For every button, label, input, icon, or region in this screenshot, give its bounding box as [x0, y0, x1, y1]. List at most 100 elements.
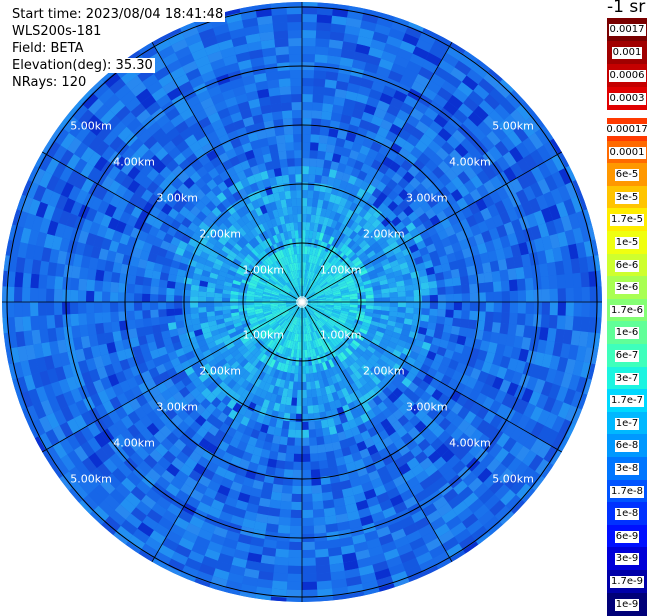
- range-gate: [462, 293, 470, 302]
- range-gate: [500, 323, 509, 335]
- range-gate: [302, 38, 316, 46]
- range-gate: [293, 382, 298, 390]
- range-gate: [46, 289, 54, 302]
- colorbar-segment: 6e-7: [607, 344, 647, 367]
- range-gate: [288, 558, 302, 566]
- range-gate: [111, 272, 120, 283]
- range-gate: [398, 291, 406, 297]
- range-gate: [135, 319, 144, 329]
- range-gate: [460, 319, 469, 329]
- range-gate: [270, 95, 282, 104]
- range-gate: [310, 461, 319, 470]
- range-gate: [298, 222, 302, 230]
- colorbar-segment: 1e-5: [607, 231, 647, 254]
- range-gate: [526, 290, 534, 302]
- range-gate: [510, 302, 518, 313]
- range-gate: [318, 452, 327, 461]
- range-gate: [421, 308, 430, 315]
- range-gate: [316, 22, 331, 31]
- range-gate: [316, 159, 324, 168]
- range-gate: [302, 70, 314, 78]
- range-gate: [470, 293, 478, 302]
- range-gate: [95, 270, 104, 282]
- range-gate: [275, 549, 289, 558]
- range-gate: [317, 581, 332, 590]
- range-gate: [302, 526, 314, 534]
- range-gate: [144, 326, 153, 336]
- range-gate: [312, 102, 323, 111]
- range-gate: [459, 327, 468, 337]
- range-gate: [274, 565, 289, 574]
- range-label: 1.00km: [243, 264, 285, 277]
- range-gate: [54, 302, 62, 315]
- range-gate: [278, 151, 287, 160]
- range-gate: [110, 292, 118, 302]
- range-gate: [167, 315, 176, 323]
- range-gate: [290, 405, 296, 413]
- colorbar-segment: 0.00017: [607, 118, 647, 141]
- range-gate: [150, 294, 158, 302]
- range-gate: [312, 485, 323, 494]
- field-label: Field: BETA: [12, 41, 85, 56]
- range-gate: [288, 429, 296, 438]
- range-gate: [549, 315, 558, 329]
- range-gate: [485, 312, 494, 323]
- range-gate: [297, 382, 302, 390]
- range-gate: [150, 286, 159, 294]
- range-gate: [274, 557, 288, 566]
- range-gate: [279, 78, 291, 87]
- range-gate: [328, 466, 338, 476]
- range-gate: [269, 144, 279, 153]
- range-gate: [272, 111, 283, 120]
- range-gate: [406, 296, 414, 302]
- range-gate: [309, 437, 317, 446]
- range-gate: [445, 286, 454, 294]
- range-gate: [438, 295, 446, 303]
- colorbar-label: 1.7e-8: [610, 486, 644, 498]
- range-label: 5.00km: [492, 120, 534, 133]
- range-gate: [280, 501, 291, 510]
- range-gate: [299, 246, 302, 254]
- colorbar-segment: 1.7e-6: [607, 299, 647, 322]
- range-gate: [302, 494, 313, 502]
- range-gate: [2, 286, 6, 302]
- range-gate: [326, 451, 336, 460]
- range-gate: [493, 312, 502, 323]
- range-gate: [296, 190, 302, 198]
- range-gate: [289, 550, 302, 558]
- range-gate: [266, 71, 279, 81]
- range-gate: [102, 292, 110, 303]
- range-gate: [151, 278, 160, 287]
- range-label: 4.00km: [113, 156, 155, 169]
- range-gate: [310, 134, 319, 143]
- range-gate: [136, 267, 145, 277]
- range-gate: [246, 299, 254, 302]
- range-gate: [312, 493, 323, 502]
- range-gate: [466, 265, 476, 275]
- range-gate: [22, 287, 30, 302]
- range-gate: [320, 468, 330, 477]
- range-gate: [54, 276, 63, 289]
- range-gate: [295, 430, 302, 438]
- range-gate: [302, 214, 307, 222]
- range-gate: [292, 486, 302, 494]
- range-gate: [158, 287, 167, 295]
- range-gate: [214, 306, 222, 311]
- range-label: 1.00km: [243, 328, 285, 341]
- range-gate: [290, 182, 297, 190]
- range-gate: [446, 302, 454, 310]
- range-gate: [302, 222, 306, 230]
- range-gate: [307, 398, 313, 406]
- colorbar-label: 1e-9: [615, 599, 640, 611]
- range-gate: [468, 275, 477, 285]
- range-gate: [159, 280, 168, 288]
- range-gate: [558, 302, 566, 316]
- range-gate: [238, 302, 246, 305]
- range-gate: [316, 565, 331, 574]
- range-gate: [134, 293, 142, 302]
- range-gate: [308, 182, 315, 190]
- instrument-label: WLS200s-181: [12, 24, 103, 39]
- range-gate: [277, 143, 286, 152]
- range-gate: [289, 54, 302, 62]
- range-gate: [271, 492, 282, 501]
